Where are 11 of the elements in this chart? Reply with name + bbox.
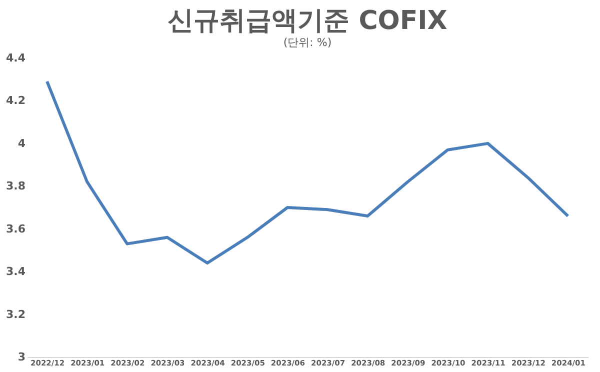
y-tick-label: 3.4 — [6, 265, 26, 278]
y-tick-label: 3.6 — [6, 222, 26, 236]
y-tick-label: 3 — [18, 350, 26, 364]
y-tick-label: 4 — [18, 136, 26, 150]
chart-title: 신규취급액기준 COFIX — [168, 6, 448, 36]
chart-subtitle: (단위: %) — [283, 36, 332, 49]
line-series — [46, 80, 570, 265]
y-tick-label: 4.4 — [6, 52, 26, 64]
y-tick-label: 4.2 — [6, 94, 26, 108]
y-tick-label: 3.2 — [6, 308, 26, 321]
y-tick-label: 3.8 — [6, 180, 26, 193]
